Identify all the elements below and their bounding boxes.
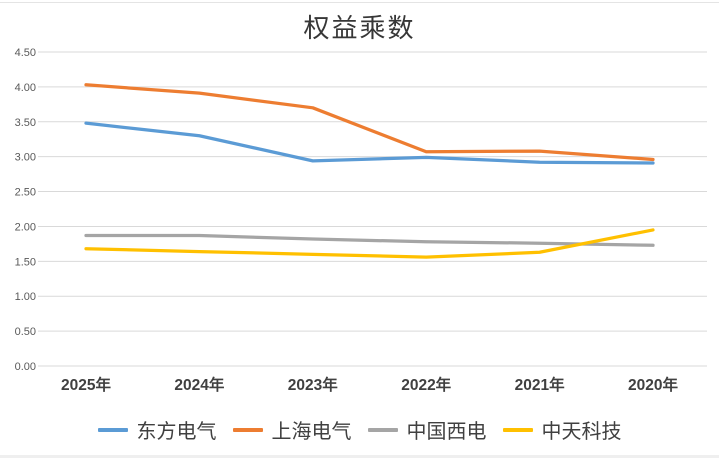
x-axis-tick-label: 2025年 <box>61 375 111 394</box>
window-bottom-border <box>0 455 719 458</box>
series-line-上海电气 <box>84 83 655 162</box>
y-axis-tick-label: 1.50 <box>15 256 36 268</box>
y-axis-tick-label: 3.50 <box>15 117 36 129</box>
legend-label: 上海电气 <box>271 419 352 443</box>
y-axis-tick-label: 4.00 <box>15 82 36 94</box>
legend-item: 中天科技 <box>502 415 622 444</box>
legend-label: 东方电气 <box>136 419 217 443</box>
legend-label: 中天科技 <box>541 419 622 443</box>
y-axis-tick-label: 2.00 <box>15 221 36 233</box>
legend-line-marker <box>502 427 533 432</box>
y-axis-tick-label: 1.00 <box>15 291 36 303</box>
y-axis-tick-label: 0.50 <box>15 326 36 338</box>
y-axis-tick-label: 0.00 <box>15 361 36 373</box>
y-axis-tick-label: 2.50 <box>15 187 36 199</box>
legend-item: 中国西电 <box>367 415 487 444</box>
chart-legend: 东方电气 上海电气 中国西电 中天科技 <box>0 415 719 444</box>
series-line-中国西电 <box>84 233 655 247</box>
x-axis-tick-label: 2024年 <box>174 375 224 394</box>
x-axis-tick-label: 2022年 <box>401 375 451 394</box>
legend-label: 中国西电 <box>406 419 487 443</box>
x-axis-tick-label: 2021年 <box>515 375 565 394</box>
series-line-东方电气 <box>84 121 655 165</box>
legend-line-marker <box>232 427 263 432</box>
chart-title: 权益乘数 <box>303 14 416 44</box>
legend-item: 东方电气 <box>97 415 217 444</box>
x-axis-tick-label: 2023年 <box>288 375 338 394</box>
line-chart-plot-area: 4.50 4.00 3.50 3.00 2.50 2.00 1.50 1.00 0.50 0.00… <box>15 47 707 394</box>
y-axis-tick-label: 4.50 <box>15 47 36 59</box>
window-top-border <box>0 2 719 3</box>
series-line-中天科技 <box>84 228 655 259</box>
x-axis-tick-label: 2020年 <box>628 375 678 394</box>
legend-line-marker <box>367 427 398 432</box>
legend-line-marker <box>97 427 128 432</box>
y-axis-tick-label: 3.00 <box>15 152 36 164</box>
legend-item: 上海电气 <box>232 415 352 444</box>
